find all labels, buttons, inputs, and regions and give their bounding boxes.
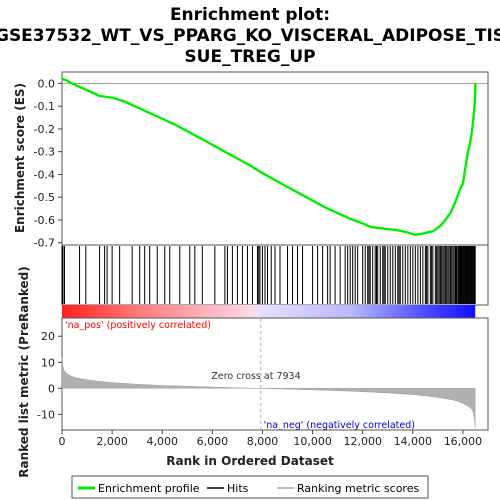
chart-title-line-2: GSE37532_WT_VS_PPARG_KO_VISCERAL_ADIPOSE… (0, 26, 500, 46)
es-y-tick-label: 0.0 (38, 77, 56, 90)
x-tick-label: 14,000 (394, 435, 433, 448)
es-y-axis-label: Enrichment score (ES) (13, 83, 27, 233)
metric-y-tick-label: 10 (41, 356, 55, 369)
es-y-tick-label: -0.7 (34, 237, 55, 250)
es-panel: 0.0 -0.1 -0.2 -0.3 -0.4 -0.5 -0.6 -0.7 Enrichme… (13, 71, 489, 250)
x-tick-label: 6,000 (197, 435, 229, 448)
hits-panel (61, 244, 489, 306)
chart-title-line-1: Enrichment plot: (170, 5, 330, 25)
legend-box (71, 475, 429, 499)
es-y-tick-label: -0.3 (34, 146, 55, 159)
metric-y-tick-label: -10 (37, 408, 55, 421)
chart-title-line-3: SUE_TREG_UP (184, 47, 315, 67)
es-y-tick-label: -0.6 (34, 214, 55, 227)
x-axis: 0 2,000 4,000 6,000 8,000 10,000 12,000 14,000 1… (59, 430, 483, 448)
metric-y-tick-label: 0 (48, 382, 55, 395)
x-tick-label: 2,000 (96, 435, 128, 448)
enrichment-profile-line (61, 77, 477, 237)
metric-y-axis-label: Ranked list metric (PreRanked) (17, 266, 31, 478)
x-tick-label: 0 (59, 435, 66, 448)
zero-cross-label: Zero cross at 7934 (211, 371, 300, 382)
x-tick-label: 10,000 (293, 435, 332, 448)
x-tick-label: 8,000 (247, 435, 279, 448)
x-tick-label: 4,000 (146, 435, 178, 448)
legend-hits: Hits (227, 482, 249, 495)
pos-correlated-label: 'na_pos' (positively correlated) (65, 320, 211, 331)
es-y-tick-label: -0.2 (34, 123, 55, 136)
x-axis-label: Rank in Ordered Dataset (166, 454, 334, 468)
ranking-gradient-fill (62, 305, 476, 318)
ranking-metric-area (61, 357, 476, 429)
legend-enrichment-profile: Enrichment profile (98, 482, 200, 495)
x-tick-label: 16,000 (444, 435, 483, 448)
legend: Enrichment profile Hits Ranking metric s… (71, 475, 429, 499)
x-tick-label: 12,000 (343, 435, 382, 448)
metric-panel: 20 10 0 -10 'na_pos' (positively correlated… (17, 266, 489, 478)
ranking-gradient-bar (62, 305, 476, 318)
es-y-tick-label: -0.5 (34, 191, 55, 204)
es-y-tick-label: -0.4 (34, 168, 55, 181)
legend-ranking-metric: Ranking metric scores (297, 482, 419, 495)
neg-correlated-label: 'na_neg' (negatively correlated) (264, 420, 415, 431)
metric-y-tick-label: 20 (41, 330, 55, 343)
es-panel-frame (61, 71, 489, 246)
es-y-tick-label: -0.1 (34, 100, 55, 113)
